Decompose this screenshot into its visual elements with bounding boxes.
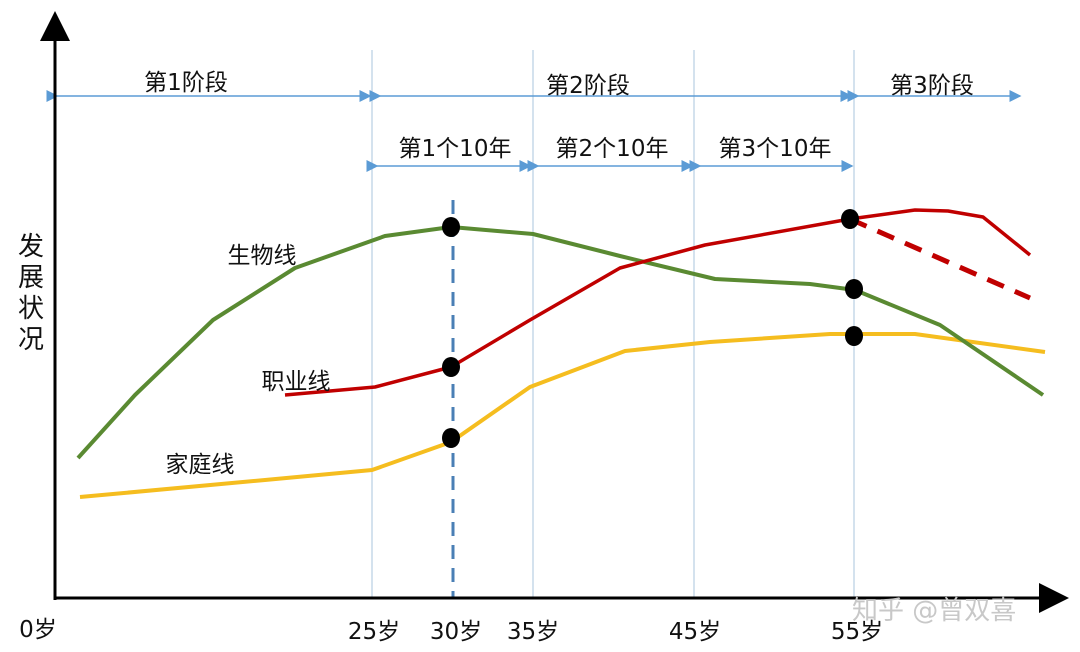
x-tick-0: 0岁 [19,617,57,643]
x-tick-45: 45岁 [668,619,722,645]
x-tick-30: 30岁 [429,619,483,645]
milestone-dot [841,209,859,229]
watermark: 知乎 @曾双喜 [852,596,1017,626]
family-line-label: 家庭线 [165,452,235,478]
x-tick-25: 25岁 [347,619,401,645]
career-line-label: 职业线 [261,369,331,395]
x-tick-55: 55岁 [830,619,884,645]
milestone-dot [845,279,863,299]
biological-line-label: 生物线 [227,243,297,269]
family-line [79,332,1046,499]
stage-3-label: 第3阶段 [890,73,974,99]
milestone-dot [442,357,460,377]
decade-1-label: 第1个10年 [398,136,512,162]
milestone-dot [845,326,863,346]
biological-line [76,225,1045,460]
milestone-dot [442,428,460,448]
decade-3-label: 第3个10年 [718,136,832,162]
decade-2-label: 第2个10年 [555,136,669,162]
career-line [284,208,1032,397]
career-line-dashed [848,216,1032,301]
milestone-dot [442,217,460,237]
y-axis-label: 发展状况 [18,232,45,355]
stage-1-label: 第1阶段 [144,70,228,96]
stage-2-label: 第2阶段 [546,73,630,99]
x-tick-35: 35岁 [506,619,560,645]
